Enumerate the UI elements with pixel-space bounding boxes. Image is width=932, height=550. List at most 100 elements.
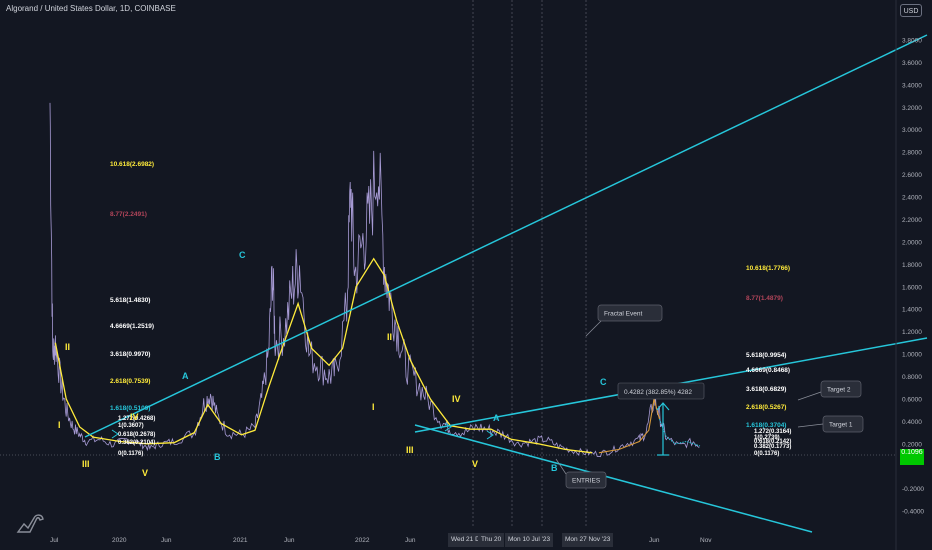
time-tick-label: Jun — [284, 537, 295, 544]
entries-pointer — [555, 458, 567, 475]
target2-label: Target 2 — [827, 387, 851, 394]
wave-label: II — [65, 342, 70, 352]
y-tick-label: 1.4000 — [902, 307, 922, 314]
time-tick-label: Jul — [50, 537, 59, 544]
y-tick-label: 2.4000 — [902, 195, 922, 202]
wave-label: IV — [130, 412, 139, 422]
fib-label-right: 3.618(0.6829) — [746, 386, 786, 393]
fib-label-left: 10.618(2.6982) — [110, 161, 154, 168]
target2-box — [820, 380, 862, 398]
y-tick-label: 3.6000 — [902, 60, 922, 67]
fib-label-right: 10.618(1.7766) — [746, 265, 790, 272]
time-flag: Mon 10 Jul '23 — [505, 533, 554, 547]
fib-label-left: 2.618(0.7539) — [110, 378, 150, 385]
fib-label-right: 1(0.2739) — [754, 435, 780, 441]
y-tick-label: 3.2000 — [902, 105, 922, 112]
fib-label-right: 4.6669(0.8468) — [746, 367, 790, 374]
y-tick-label: 2.2000 — [902, 217, 922, 224]
fib-label-right: 0(0.1176) — [754, 451, 779, 457]
arrow-icon — [486, 430, 494, 440]
time-tick-label: 2022 — [355, 537, 370, 544]
moving-average — [54, 257, 593, 454]
wave-label: A — [493, 413, 500, 423]
arrow-icon — [444, 422, 452, 432]
price-axis: 3.8000 3.6000 3.4000 3.2000 3.0000 2.8000 2.60… — [895, 0, 924, 550]
wave-label: III — [82, 459, 90, 469]
fib-label-left: 4.6669(1.2519) — [110, 323, 154, 330]
fib-label-left: 1(0.3607) — [118, 423, 144, 429]
fib-label-right: 1.618(0.3704) — [746, 422, 786, 429]
lower-trendline — [414, 424, 813, 533]
wave-label: C — [239, 250, 246, 260]
wave-label: C — [600, 377, 607, 387]
y-tick-label: 3.4000 — [902, 82, 922, 89]
measure-box — [617, 382, 705, 400]
y-tick-label: 0.8000 — [902, 374, 922, 381]
chart-title: Algorand / United States Dollar, 1D, COI… — [6, 4, 176, 13]
wave-label: B — [551, 463, 558, 473]
fib-label-right: 5.618(0.9954) — [746, 352, 786, 359]
fib-label-left: 3.618(0.9970) — [110, 351, 150, 358]
wave-label: A — [182, 371, 189, 381]
wave-label: II — [387, 332, 392, 342]
fib-label-left: 0(0.1176) — [118, 451, 143, 457]
fib-label-right: 0.618(0.2142) — [754, 439, 791, 445]
currency-button[interactable]: USD — [900, 4, 922, 17]
target2-pointer — [797, 391, 822, 401]
y-tick-label: 1.6000 — [902, 284, 922, 291]
wave-label: I — [372, 402, 375, 412]
y-tick-label: 3.0000 — [902, 127, 922, 134]
y-tick-label: -0.4000 — [902, 509, 924, 516]
fractal-projection — [598, 398, 661, 454]
y-tick-label: 2.8000 — [902, 150, 922, 157]
fractal-event-label: Fractal Event — [604, 311, 642, 318]
target1-label: Target 1 — [829, 422, 853, 429]
upper-trendline — [84, 34, 928, 438]
y-tick-label: -0.2000 — [902, 486, 924, 493]
fractal-event-box — [597, 304, 663, 322]
fib-label-left: 0.382(0.2104) — [118, 440, 155, 446]
fib-label-left: 1.618(0.5109) — [110, 405, 150, 412]
fib-label-left: 1.272(0.4268) — [118, 416, 155, 422]
time-flag: Thu 20 — [478, 533, 505, 547]
y-tick-label: 1.0000 — [902, 352, 922, 359]
wave-label: I — [58, 420, 61, 430]
time-tick-label: Jun — [649, 537, 660, 544]
fib-label-right: 8.77(1.4879) — [746, 295, 783, 302]
target-arrowhead — [656, 402, 670, 411]
y-tick-label: 0.6000 — [902, 396, 922, 403]
time-tick-label: Jun — [405, 537, 416, 544]
wave-label: III — [406, 445, 414, 455]
y-tick-label: 0.4000 — [902, 419, 922, 426]
annotations: 10.618(2.6982) 8.77(2.2491) 5.618(1.4830) 4… — [58, 161, 864, 489]
y-tick-label: 1.2000 — [902, 329, 922, 336]
price-series — [49, 102, 701, 458]
wave-label: B — [214, 452, 221, 462]
fib-label-left: 0.618(0.2678) — [118, 432, 155, 438]
fib-label-left: 8.77(2.2491) — [110, 211, 147, 218]
entries-box — [565, 471, 607, 489]
trendlines — [84, 34, 928, 533]
measure-label: 0.4282 (382.85%) 4282 — [624, 389, 692, 396]
time-flag: Mon 27 Nov '23 — [562, 533, 614, 547]
vertical-markers — [472, 0, 587, 528]
price-candles — [49, 102, 700, 458]
fractal-event-pointer — [585, 320, 602, 337]
current-price-label: 0.1096 — [900, 449, 924, 465]
y-tick-label: 3.8000 — [902, 38, 922, 45]
moving-average-line — [54, 257, 593, 454]
fib-label-right: 1.272(0.3164) — [754, 429, 791, 435]
wave-label: IV — [452, 394, 461, 404]
target1-pointer — [797, 423, 824, 428]
tradingview-logo-icon[interactable] — [16, 512, 46, 534]
time-tick-label: 2021 — [233, 537, 248, 544]
post-fractal-series — [659, 418, 701, 447]
y-tick-label: 1.8000 — [902, 262, 922, 269]
time-tick-label: 2020 — [112, 537, 127, 544]
fib-label-left: 5.618(1.4830) — [110, 297, 150, 304]
y-tick-label: 0.2000 — [902, 441, 922, 448]
time-tick-label: Nov — [700, 537, 712, 544]
arrow-icon — [111, 429, 119, 439]
entries-label: ENTRIES — [572, 478, 601, 485]
